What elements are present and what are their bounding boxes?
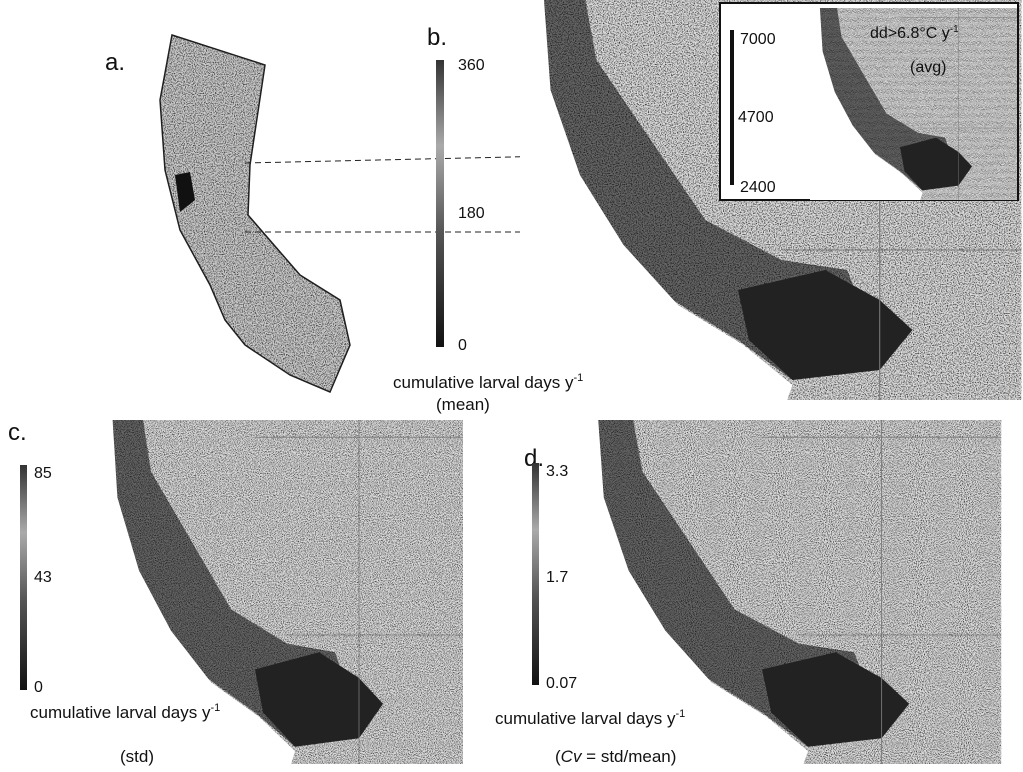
california-texture bbox=[160, 35, 350, 392]
colorbar bbox=[730, 30, 734, 185]
caption: cumulative larval days y-1 bbox=[495, 708, 685, 728]
colorbar-label: 0 bbox=[458, 337, 467, 354]
colorbar-label: 180 bbox=[458, 205, 485, 222]
panel-label: b. bbox=[427, 24, 447, 51]
inset-subtitle: (avg) bbox=[910, 59, 946, 76]
colorbar bbox=[20, 465, 27, 690]
colorbar-label: 7000 bbox=[740, 31, 776, 48]
inset-title: dd>6.8°C y-1 bbox=[870, 24, 959, 42]
caption: cumulative larval days y-1 bbox=[393, 372, 583, 392]
inset-title-text: dd>6.8°C y bbox=[870, 25, 950, 42]
inset-title-sup: -1 bbox=[950, 24, 959, 35]
colorbar bbox=[436, 60, 444, 347]
colorbar-label: 1.7 bbox=[546, 569, 568, 586]
caption-sup: -1 bbox=[573, 372, 583, 384]
colorbar-label: 2400 bbox=[740, 179, 776, 196]
caption-sup: -1 bbox=[210, 702, 220, 714]
caption-text: cumulative larval days y bbox=[393, 373, 574, 392]
caption-italic: Cv bbox=[561, 747, 583, 766]
colorbar-label: 0 bbox=[34, 679, 43, 696]
colorbar-label: 43 bbox=[34, 569, 52, 586]
colorbar-label: 85 bbox=[34, 465, 52, 482]
figure: a. b. 360 180 0 cumulative larval days y… bbox=[0, 0, 1023, 772]
caption: (mean) bbox=[436, 395, 490, 414]
colorbar-label: 3.3 bbox=[546, 463, 568, 480]
colorbar bbox=[532, 463, 539, 685]
colorbar-label: 360 bbox=[458, 57, 485, 74]
colorbar-label: 4700 bbox=[738, 109, 774, 126]
caption: cumulative larval days y-1 bbox=[30, 702, 220, 722]
caption-text: = std/mean) bbox=[581, 747, 676, 766]
caption: (std) bbox=[120, 747, 154, 766]
caption-text: cumulative larval days y bbox=[30, 703, 211, 722]
caption: (Cv = std/mean) bbox=[555, 747, 676, 766]
colorbar-label: 0.07 bbox=[546, 675, 577, 692]
caption-text: cumulative larval days y bbox=[495, 709, 676, 728]
caption-sup: -1 bbox=[675, 708, 685, 720]
panel-label: a. bbox=[105, 49, 125, 76]
panel-label: c. bbox=[8, 419, 27, 446]
